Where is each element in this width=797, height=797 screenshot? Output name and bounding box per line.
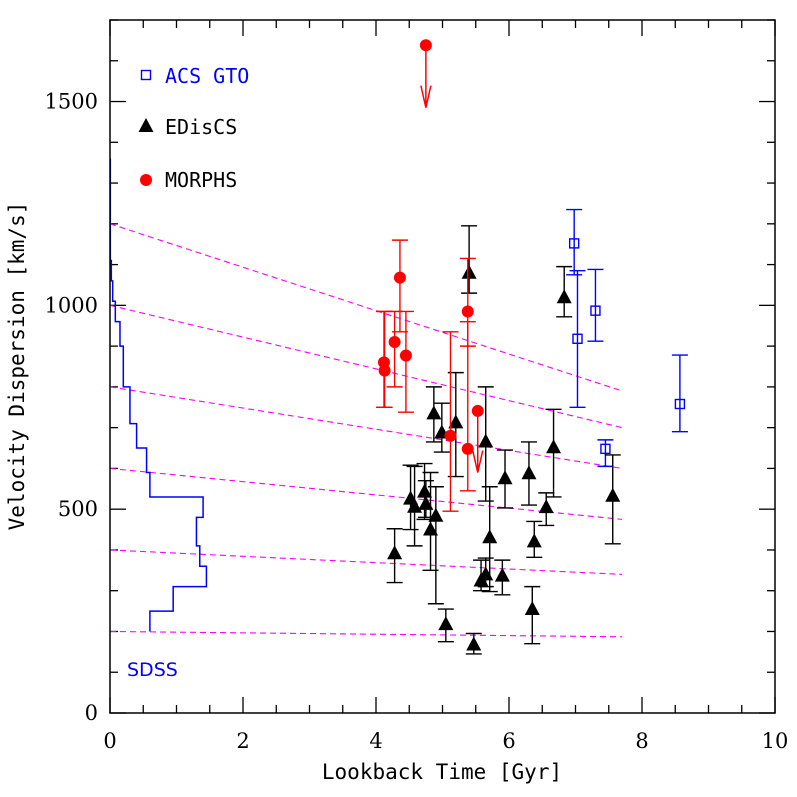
data-point-ediscs	[556, 289, 572, 304]
x-tick-label: 0	[103, 729, 116, 753]
series-acs-gto	[566, 208, 688, 468]
legend-marker-morphs	[140, 174, 152, 186]
data-point-morphs	[419, 39, 432, 52]
data-point-morphs	[378, 364, 391, 377]
data-point-ediscs	[417, 483, 433, 498]
data-point-ediscs	[521, 465, 537, 480]
legend-marker-acs	[140, 69, 152, 81]
y-tick-label: 0	[85, 701, 98, 725]
axis-ticks: 0 2 4 6 8 10 0 500 1000 1500	[45, 19, 789, 753]
x-tick-label: 10	[762, 729, 789, 753]
legend-symbol-acs-gto	[140, 69, 152, 81]
data-point-acs-gto	[674, 398, 686, 410]
data-point-morphs	[444, 429, 457, 442]
sdss-histogram-line	[109, 158, 208, 632]
data-point-morphs	[471, 404, 484, 417]
data-point-morphs	[393, 271, 406, 284]
legend-symbol-ediscs	[138, 118, 154, 132]
data-point-ediscs	[448, 414, 464, 429]
data-point-ediscs	[428, 507, 444, 522]
data-point-morphs	[388, 336, 401, 349]
model-track-line	[109, 630, 623, 638]
model-track-line	[109, 386, 623, 469]
x-tick-label: 4	[369, 729, 382, 753]
legend-symbol-morphs	[140, 174, 152, 186]
data-point-ediscs	[438, 616, 454, 631]
data-point-ediscs	[497, 470, 513, 485]
data-point-morphs	[461, 442, 474, 455]
model-tracks	[109, 223, 623, 638]
data-point-ediscs	[546, 439, 562, 454]
x-tick-label: 8	[635, 729, 648, 753]
upper-limit-arrowhead	[472, 450, 484, 473]
x-axis-title: Lookback Time [Gyr]	[322, 760, 562, 784]
data-point-ediscs	[494, 567, 510, 582]
plot-frame	[109, 19, 776, 714]
y-tick-label: 1500	[45, 90, 98, 114]
data-point-ediscs	[605, 487, 621, 502]
model-track-line	[109, 467, 623, 520]
data-point-ediscs	[524, 601, 540, 616]
data-point-ediscs	[526, 533, 542, 548]
sdss-label: SDSS	[127, 659, 178, 681]
data-point-morphs	[399, 349, 412, 362]
legend-marker-ediscs	[138, 118, 154, 132]
legend-label-acs: ACS GTO	[165, 64, 249, 88]
data-point-ediscs	[426, 405, 442, 420]
legend-label-morphs: MORPHS	[165, 168, 237, 192]
data-point-ediscs	[407, 498, 423, 513]
model-track-line	[109, 223, 623, 392]
data-point-ediscs	[482, 529, 498, 544]
model-track-line	[109, 304, 623, 429]
data-point-acs-gto	[572, 333, 583, 344]
data-point-acs-gto	[568, 238, 580, 249]
data-point-acs-gto	[600, 443, 611, 455]
legend: ACS GTO EDisCS MORPHS	[138, 64, 249, 192]
data-point-morphs	[461, 305, 474, 318]
data-point-ediscs	[466, 636, 482, 651]
data-point-ediscs	[423, 521, 439, 536]
legend-label-ediscs: EDisCS	[165, 115, 237, 139]
model-track-line	[109, 549, 623, 575]
data-point-acs-gto	[590, 305, 601, 316]
data-points	[375, 39, 688, 655]
y-tick-label: 1000	[45, 293, 98, 317]
data-point-ediscs	[461, 264, 477, 279]
y-tick-label: 500	[58, 497, 98, 521]
data-point-ediscs	[418, 495, 434, 510]
upper-limit-arrowhead	[420, 85, 432, 108]
x-tick-label: 2	[236, 729, 249, 753]
series-ediscs	[386, 225, 621, 655]
data-point-ediscs	[478, 433, 494, 448]
data-point-ediscs	[387, 545, 403, 560]
data-point-ediscs	[538, 499, 554, 514]
series-morphs	[375, 39, 484, 512]
sdss-histogram	[109, 158, 208, 632]
y-axis-title: Velocity Dispersion [km/s]	[5, 202, 29, 531]
x-tick-label: 6	[502, 729, 515, 753]
